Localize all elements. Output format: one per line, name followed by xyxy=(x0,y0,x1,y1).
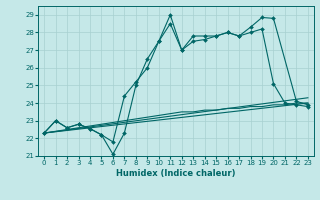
X-axis label: Humidex (Indice chaleur): Humidex (Indice chaleur) xyxy=(116,169,236,178)
